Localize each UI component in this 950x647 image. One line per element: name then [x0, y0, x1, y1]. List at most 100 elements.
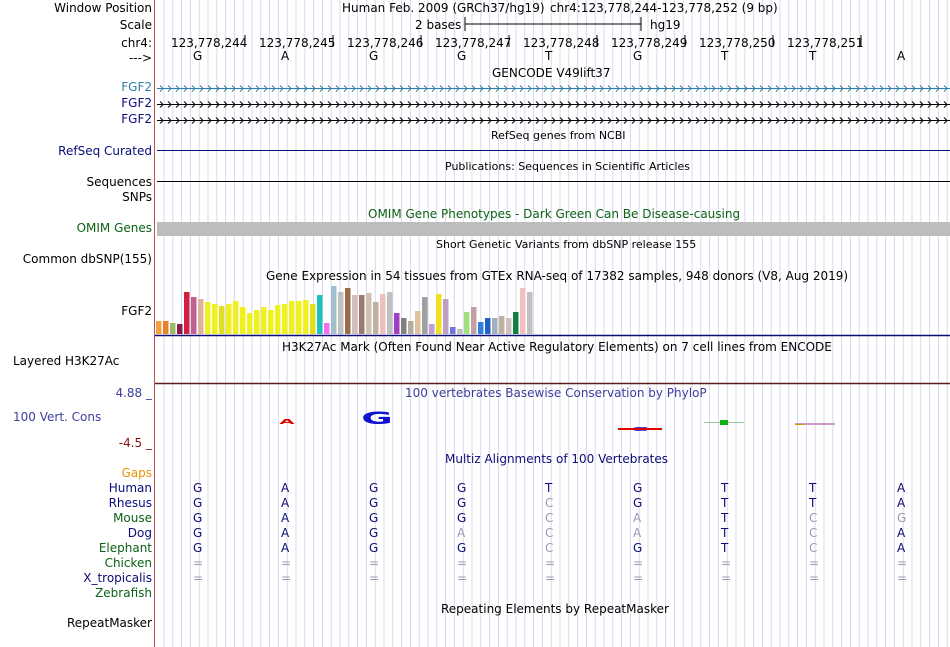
phylop-label[interactable]: 100 Vert. Cons [13, 410, 102, 424]
species-label[interactable]: Rhesus [108, 496, 152, 510]
gtex-tissue-bar[interactable] [170, 323, 176, 334]
multiz-title[interactable]: Multiz Alignments of 100 Vertebrates [445, 452, 669, 466]
gtex-tissue-bar[interactable] [317, 295, 323, 334]
gtex-tissue-bar[interactable] [380, 294, 386, 334]
gtex-tissue-bar[interactable] [261, 307, 267, 334]
gtex-tissue-bar[interactable] [352, 295, 358, 334]
position-range[interactable]: chr4:123,778,244-123,778,252 (9 bp) [550, 1, 778, 15]
gtex-tissue-bar[interactable] [513, 312, 519, 334]
species-label[interactable]: Mouse [113, 511, 152, 525]
gtex-tissue-bar[interactable] [282, 304, 288, 334]
alignment-base: A [281, 511, 290, 525]
h3k27ac-title[interactable]: H3K27Ac Mark (Often Found Near Active Re… [282, 340, 832, 354]
gtex-tissue-bar[interactable] [394, 313, 400, 334]
snps-label[interactable]: SNPs [122, 190, 152, 204]
gtex-tissue-bar[interactable] [268, 310, 274, 334]
strand-arrow [903, 101, 908, 108]
gtex-tissue-bar[interactable] [240, 307, 246, 334]
species-label[interactable]: Dog [127, 526, 152, 540]
gtex-tissue-bar[interactable] [338, 292, 344, 334]
gtex-tissue-bar[interactable] [233, 301, 239, 334]
gtex-tissue-bar[interactable] [303, 300, 309, 334]
strand-arrow [823, 101, 828, 108]
gtex-tissue-bar[interactable] [191, 297, 197, 334]
refseq-label[interactable]: RefSeq Curated [58, 144, 152, 158]
gtex-tissue-bar[interactable] [422, 297, 428, 334]
gtex-tissue-bar[interactable] [387, 292, 393, 334]
species-label[interactable]: Elephant [98, 541, 152, 555]
gtex-tissue-bar[interactable] [163, 321, 169, 334]
gencode-gene-label[interactable]: FGF2 [121, 80, 152, 94]
repeats-label[interactable]: RepeatMasker [66, 616, 152, 630]
gtex-tissue-bar[interactable] [499, 316, 505, 334]
refseq-title[interactable]: RefSeq genes from NCBI [491, 129, 626, 142]
alignment-base: C [545, 526, 554, 540]
pubs-title[interactable]: Publications: Sequences in Scientific Ar… [445, 160, 690, 173]
h3k27ac-label[interactable]: Layered H3K27Ac [13, 354, 120, 368]
pubs-label[interactable]: Sequences [86, 175, 152, 189]
gtex-tissue-bar[interactable] [450, 327, 456, 334]
gtex-tissue-bar[interactable] [457, 329, 463, 334]
species-label[interactable]: Chicken [104, 556, 152, 570]
gtex-tissue-bar[interactable] [485, 318, 491, 334]
omim-gene-bar[interactable] [157, 222, 950, 236]
gtex-tissue-bar[interactable] [247, 313, 253, 334]
gtex-tissue-bar[interactable] [345, 288, 351, 334]
gtex-tissue-bar[interactable] [436, 294, 442, 334]
gtex-tissue-bar[interactable] [478, 322, 484, 334]
strand-arrow [447, 101, 452, 108]
gtex-tissue-bar[interactable] [296, 301, 302, 334]
strand-label[interactable]: ---> [128, 51, 152, 65]
gtex-tissue-bar[interactable] [198, 299, 204, 334]
gencode-title[interactable]: GENCODE V49lift37 [492, 66, 611, 80]
gtex-tissue-bar[interactable] [429, 324, 435, 334]
omim-label[interactable]: OMIM Genes [76, 221, 152, 235]
alignment-base: = [457, 571, 468, 585]
gtex-tissue-bar[interactable] [219, 306, 225, 334]
gtex-tissue-bar[interactable] [443, 299, 449, 334]
gtex-label[interactable]: FGF2 [121, 304, 152, 318]
gtex-tissue-bar[interactable] [415, 311, 421, 334]
phylop-title[interactable]: 100 vertebrates Basewise Conservation by… [405, 386, 707, 400]
species-label[interactable]: Zebrafish [95, 586, 152, 600]
gencode-gene-label[interactable]: FGF2 [121, 112, 152, 126]
gtex-tissue-bar[interactable] [506, 318, 512, 334]
gtex-tissue-bar[interactable] [205, 302, 211, 334]
gtex-tissue-bar[interactable] [177, 324, 183, 334]
gtex-tissue-bar[interactable] [275, 305, 281, 334]
gtex-tissue-bar[interactable] [156, 321, 162, 334]
gtex-tissue-bar[interactable] [184, 292, 190, 334]
gtex-tissue-bar[interactable] [324, 323, 330, 334]
gtex-tissue-bar[interactable] [254, 310, 260, 334]
omim-title[interactable]: OMIM Gene Phenotypes - Dark Green Can Be… [368, 207, 741, 221]
gtex-tissue-bar[interactable] [520, 288, 526, 334]
gtex-tissue-bar[interactable] [464, 312, 470, 334]
species-label[interactable]: X_tropicalis [83, 571, 152, 585]
gtex-tissue-bar[interactable] [226, 304, 232, 334]
strand-arrow [639, 101, 644, 108]
gtex-tissue-bar[interactable] [331, 286, 337, 334]
gtex-tissue-bar[interactable] [408, 321, 414, 334]
gtex-tissue-bar[interactable] [471, 307, 477, 334]
gtex-tissue-bar[interactable] [373, 302, 379, 334]
gtex-tissue-bar[interactable] [401, 318, 407, 334]
gtex-tissue-bar[interactable] [359, 295, 365, 334]
strand-arrow [199, 85, 204, 92]
dbsnp-title[interactable]: Short Genetic Variants from dbSNP releas… [436, 238, 697, 251]
gtex-tissue-bar[interactable] [310, 304, 316, 334]
dbsnp-label[interactable]: Common dbSNP(155) [22, 252, 152, 266]
strand-arrow [599, 85, 604, 92]
strand-arrow [615, 101, 620, 108]
strand-arrow [343, 101, 348, 108]
gencode-gene-label[interactable]: FGF2 [121, 96, 152, 110]
gtex-tissue-bar[interactable] [492, 318, 498, 334]
repeats-title[interactable]: Repeating Elements by RepeatMasker [441, 602, 669, 616]
strand-arrow [631, 85, 636, 92]
gtex-tissue-bar[interactable] [212, 304, 218, 334]
gtex-tissue-bar[interactable] [289, 301, 295, 334]
gtex-tissue-bar[interactable] [527, 292, 533, 334]
species-label[interactable]: Human [108, 481, 152, 495]
gtex-tissue-bar[interactable] [366, 293, 372, 334]
gtex-title[interactable]: Gene Expression in 54 tissues from GTEx … [266, 269, 849, 283]
